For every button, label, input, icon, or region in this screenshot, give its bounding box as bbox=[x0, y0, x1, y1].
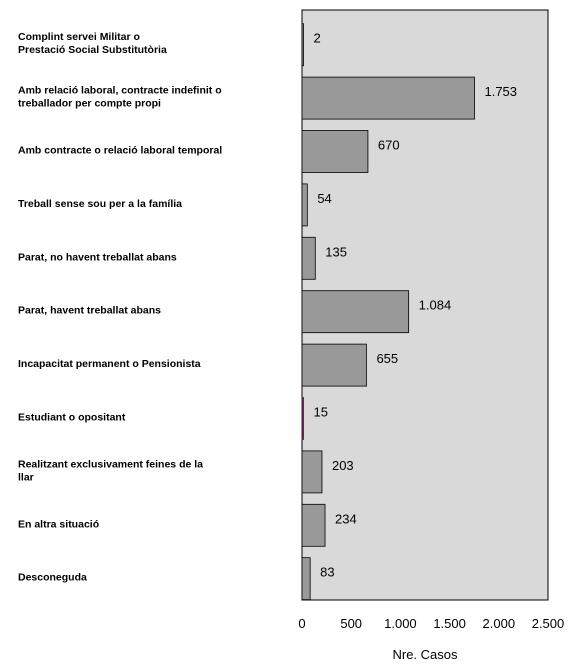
category-label: Estudiant o opositant bbox=[18, 412, 126, 424]
x-tick-label: 1.500 bbox=[433, 616, 466, 631]
category-labels: Complint servei Militar o Prestació Socia… bbox=[18, 31, 222, 584]
bar bbox=[301, 130, 369, 173]
x-tick-label: 2.500 bbox=[532, 616, 565, 631]
data-label: 54 bbox=[317, 191, 331, 206]
data-label: 670 bbox=[378, 138, 400, 153]
data-label: 1.753 bbox=[484, 84, 517, 99]
data-label: 2 bbox=[314, 31, 321, 46]
x-axis-title: Nre. Casos bbox=[392, 647, 458, 662]
data-label: 655 bbox=[376, 351, 398, 366]
category-label: Amb contracte o relació laboral temporal bbox=[18, 145, 222, 157]
category-label: Parat, no havent treballat abans bbox=[18, 251, 177, 263]
x-tick-label: 1.000 bbox=[384, 616, 417, 631]
bar bbox=[301, 183, 308, 227]
bar bbox=[301, 397, 304, 440]
category-label: Complint servei Militar o Prestació Socia… bbox=[18, 31, 167, 56]
bar bbox=[301, 290, 410, 334]
x-axis-ticks: 0 500 1.000 1.500 2.000 2.500 bbox=[298, 616, 564, 631]
bar bbox=[301, 557, 311, 601]
category-label: Desconeguda bbox=[18, 572, 87, 584]
bar bbox=[301, 343, 367, 387]
x-tick-label: 0 bbox=[298, 616, 305, 631]
x-tick-label: 500 bbox=[340, 616, 362, 631]
category-label: Realitzant exclusivament feines de la lla… bbox=[18, 458, 203, 483]
data-label: 135 bbox=[325, 244, 347, 259]
value-labels: 2 1.753 670 54 135 1.084 655 15 203 234 83 bbox=[314, 31, 518, 580]
data-label: 1.084 bbox=[419, 298, 452, 313]
category-label: Parat, havent treballat abans bbox=[18, 305, 161, 317]
bars bbox=[301, 23, 475, 601]
bar bbox=[301, 450, 323, 494]
category-label: Amb relació laboral, contracte indefinit… bbox=[18, 85, 222, 110]
data-label: 234 bbox=[335, 511, 357, 526]
category-label: En altra situació bbox=[18, 518, 99, 530]
bar bbox=[301, 76, 475, 120]
x-tick-label: 2.000 bbox=[483, 616, 516, 631]
data-label: 203 bbox=[332, 458, 354, 473]
category-label: Incapacitat permanent o Pensionista bbox=[18, 358, 201, 370]
category-label: Treball sense sou per a la família bbox=[18, 198, 182, 210]
bar bbox=[301, 236, 316, 280]
bar bbox=[301, 23, 304, 67]
bar bbox=[301, 503, 326, 547]
data-label: 15 bbox=[314, 405, 328, 420]
data-label: 83 bbox=[320, 565, 334, 580]
